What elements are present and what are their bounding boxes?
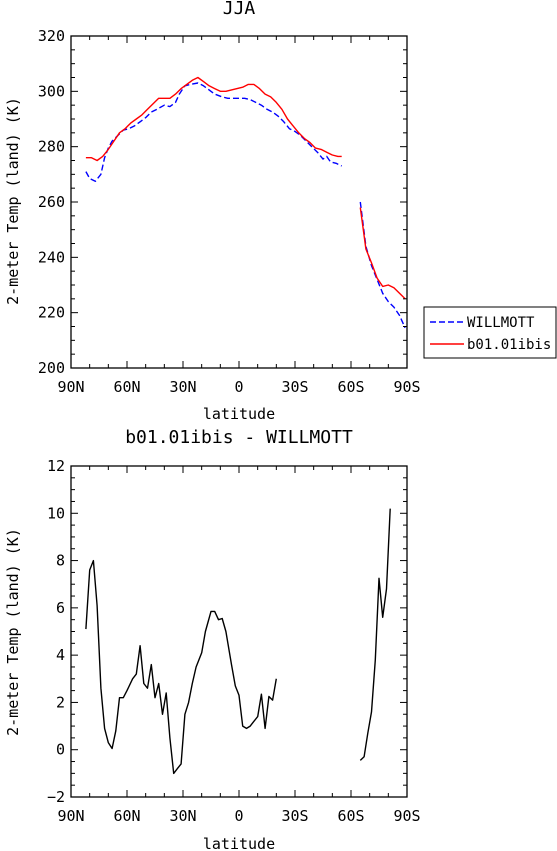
- bottom-x-tick-label: 60S: [337, 807, 364, 825]
- top-x-tick-label: 90S: [393, 378, 420, 396]
- bottom-x-tick-label: 60N: [113, 807, 140, 825]
- top-series-group: [85, 76, 406, 329]
- bottom-x-axis-label: latitude: [203, 835, 275, 851]
- temperature-panel: JJA latitude 2-meter Temp (land) (K) 90N…: [4, 0, 421, 423]
- top-y-tick-label: 200: [38, 359, 65, 377]
- bottom-series-0-line-segment-1: [359, 508, 391, 761]
- top-axes: 90N 60N 30N 0 30S 60S 90S 200 220 240 260 280 300 320: [38, 27, 421, 396]
- top-y-tick-label: 280: [38, 138, 65, 156]
- top-x-tick-label: 30N: [169, 378, 196, 396]
- bottom-y-tick-label: 10: [47, 504, 65, 522]
- bottom-series-0-line-segment-0: [85, 559, 277, 775]
- top-y-tick-label: 260: [38, 193, 65, 211]
- top-y-axis-label: 2-meter Temp (land) (K): [4, 97, 22, 305]
- bottom-y-tick-label: 0: [56, 741, 65, 759]
- legend: WILLMOTT b01.01ibis: [423, 306, 557, 359]
- bottom-x-tick-label: 30S: [281, 807, 308, 825]
- top-series-0-line-segment-0: [85, 82, 343, 183]
- top-x-tick-label: 30S: [281, 378, 308, 396]
- bottom-y-tick-label: 12: [47, 457, 65, 475]
- top-series-1-line-segment-1: [359, 207, 406, 300]
- top-series-1-line-segment-0: [85, 76, 342, 162]
- bottom-x-tick-label: 90S: [393, 807, 420, 825]
- bottom-y-tick-label: 2: [56, 693, 65, 711]
- top-x-tick-label: 0: [234, 378, 243, 396]
- bottom-chart-title: b01.01ibis - WILLMOTT: [125, 427, 353, 448]
- top-x-tick-label: 60S: [337, 378, 364, 396]
- bottom-plot-frame: [70, 465, 408, 798]
- bottom-x-tick-label: 0: [234, 807, 243, 825]
- bottom-x-tick-label: 30N: [169, 807, 196, 825]
- legend-label-willmott: WILLMOTT: [467, 315, 535, 331]
- top-x-axis-label: latitude: [203, 405, 275, 423]
- legend-box: [423, 306, 557, 359]
- bottom-y-tick-label: 6: [56, 599, 65, 617]
- top-x-tick-label: 60N: [113, 378, 140, 396]
- legend-label-b01-01ibis: b01.01ibis: [467, 337, 551, 353]
- bottom-axes: 90N 60N 30N 0 30S 60S 90S −2 0 2 4 6 8 10 12: [47, 457, 421, 825]
- bottom-y-tick-label: −2: [47, 788, 65, 806]
- top-x-tick-label: 90N: [57, 378, 84, 396]
- bottom-y-tick-label: 8: [56, 552, 65, 570]
- top-series-0-line-segment-1: [359, 201, 406, 329]
- bottom-y-axis-label: 2-meter Temp (land) (K): [4, 528, 22, 736]
- top-y-tick-label: 300: [38, 82, 65, 100]
- top-plot-frame: [70, 35, 408, 369]
- bottom-x-tick-label: 90N: [57, 807, 84, 825]
- top-y-tick-label: 220: [38, 304, 65, 322]
- top-y-tick-label: 320: [38, 27, 65, 45]
- bottom-y-tick-label: 4: [56, 646, 65, 664]
- top-chart-title: JJA: [223, 0, 256, 19]
- bottom-series-group: [85, 508, 391, 775]
- top-y-tick-label: 240: [38, 248, 65, 266]
- difference-panel: b01.01ibis - WILLMOTT latitude 2-meter T…: [4, 427, 421, 851]
